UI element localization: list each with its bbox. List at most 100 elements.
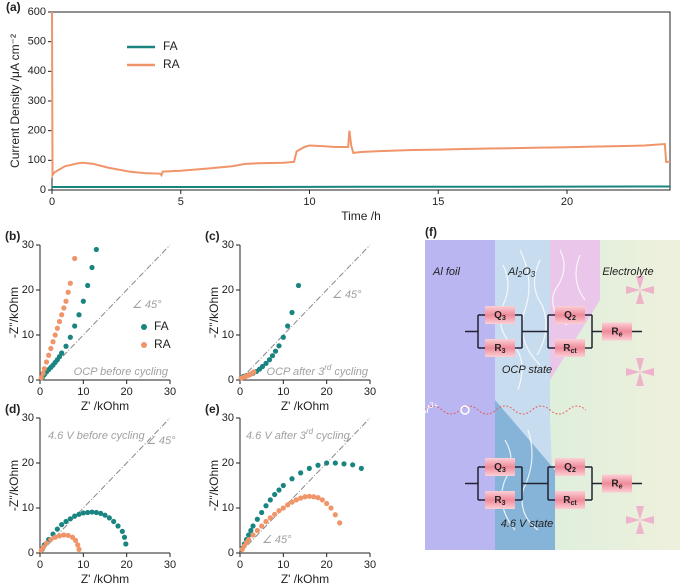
data-point (289, 499, 295, 505)
ion (460, 405, 470, 415)
element-label: Rct (563, 343, 577, 355)
x-tick-label: 15 (432, 196, 444, 208)
data-point (250, 523, 256, 529)
y-tick-label: 30 (22, 239, 34, 251)
state-label: 4.6 V state (501, 518, 554, 530)
panel-label: (e) (205, 402, 220, 416)
y-axis-label: -Z''/kOhm (7, 287, 21, 338)
y-tick-label: 20 (22, 284, 34, 296)
data-point (266, 357, 273, 363)
x-tick-label: 0 (237, 559, 243, 571)
data-point (263, 503, 269, 509)
y-axis-label: Current Density /μA cm⁻² (8, 34, 22, 168)
data-point (123, 541, 129, 547)
data-point (65, 289, 71, 295)
x-tick-label: 0 (37, 559, 43, 571)
reference-line (39, 244, 171, 381)
panel-label: (c) (205, 229, 220, 243)
x-tick-label: 30 (164, 386, 176, 398)
element-box (485, 458, 515, 476)
data-point (76, 511, 82, 517)
data-point (50, 339, 56, 345)
circuit-element: Re (602, 474, 632, 493)
element-base: R (611, 326, 619, 337)
data-point (111, 518, 117, 525)
y-tick-label: 30 (222, 239, 234, 251)
circuit-element: Q2 (555, 458, 585, 476)
plot-frame (51, 11, 671, 191)
data-point (61, 532, 67, 538)
y-axis-label: -Z''/kOhm (207, 287, 221, 338)
data-point (259, 363, 266, 370)
oxide-dense-region (495, 400, 555, 550)
circuit-element: R3 (485, 491, 515, 509)
annotation: OCP after 3rd cycling (267, 363, 369, 378)
x-tick-label: 20 (561, 196, 573, 208)
legend-label: RA (163, 57, 180, 71)
x-axis-label: Z' /kOhm (281, 399, 329, 413)
data-point (298, 495, 304, 501)
data-point (59, 312, 65, 318)
data-line (52, 185, 671, 189)
x-tick-label: 10 (277, 559, 289, 571)
annotation: 4.6 V after 3rd cycling (246, 427, 351, 442)
data-point (80, 510, 86, 516)
circuit-element: Rct (555, 491, 585, 509)
element-label: Re (611, 326, 622, 338)
element-sub: 2 (572, 467, 576, 474)
data-point (65, 532, 71, 539)
data-point (56, 318, 63, 325)
data-point (63, 518, 69, 525)
y-tick-label: 10 (222, 502, 234, 514)
element-sub: 3 (502, 500, 506, 507)
data-point (285, 323, 291, 329)
data-point (295, 282, 302, 289)
element-box (555, 339, 585, 357)
x-tick-label: 0 (49, 196, 55, 208)
y-tick-label: 0 (228, 374, 234, 386)
x-tick-label: 10 (77, 386, 89, 398)
data-point (93, 246, 99, 253)
annotation-rest: cycling (331, 366, 369, 378)
data-point (280, 482, 286, 489)
y-tick-label: 20 (222, 284, 234, 296)
circuit-element: Q2 (555, 306, 585, 324)
data-point (315, 462, 321, 468)
data-point (263, 360, 269, 366)
data-point (76, 546, 82, 553)
annotation-sup: rd (324, 363, 332, 372)
annotation: ∠ 45° (262, 534, 292, 546)
y-tick-label: 0 (28, 374, 34, 386)
data-point (289, 309, 295, 316)
element-label: Rct (563, 495, 577, 507)
element-sub: 3 (502, 348, 506, 355)
panel-label: (f) (425, 225, 437, 239)
annotation-text: OCP after 3 (267, 366, 326, 378)
data-point (67, 516, 73, 522)
element-label: Re (611, 478, 622, 490)
data-point (72, 323, 78, 329)
x-axis-label: Z' /kOhm (281, 572, 329, 584)
data-point (54, 325, 60, 331)
data-point (80, 298, 86, 304)
element-base: R (563, 495, 571, 506)
data-point (52, 332, 58, 338)
ion-path (423, 405, 587, 415)
data-point (85, 282, 91, 289)
element-box (485, 306, 515, 324)
data-point (259, 509, 265, 516)
y-tick-label: 0 (228, 547, 234, 559)
data-point (276, 487, 282, 493)
annotation-text: OCP before cycling (74, 366, 169, 378)
y-axis-label: -Z''/kOhm (7, 460, 21, 511)
annotation: ∠ 45° (146, 435, 176, 447)
x-tick-label: 10 (77, 559, 89, 571)
annotation: ∠ 45° (332, 289, 362, 301)
data-point (48, 536, 54, 543)
data-point (272, 491, 278, 498)
circuit-element: Rct (555, 339, 585, 357)
panel-label: (d) (5, 402, 20, 416)
data-point (358, 465, 364, 471)
data-point (41, 366, 47, 372)
